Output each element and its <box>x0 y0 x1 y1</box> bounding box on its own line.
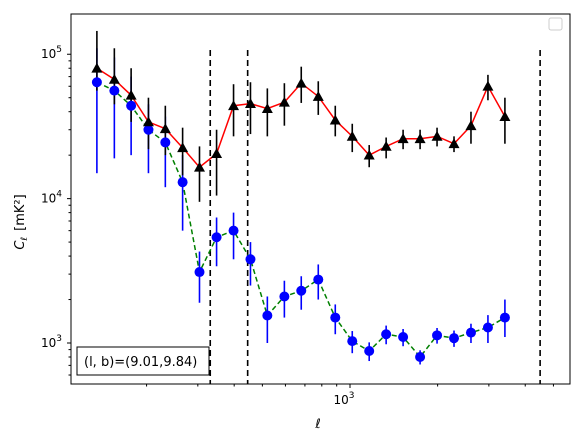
data-point <box>296 285 307 296</box>
data-point <box>364 346 375 357</box>
x-axis-label: ℓ <box>314 417 320 432</box>
data-point <box>465 120 477 131</box>
data-point <box>160 137 171 148</box>
x-tick-label: 103 <box>333 391 354 407</box>
data-point <box>415 351 426 362</box>
data-point <box>313 274 324 285</box>
data-point <box>244 98 256 109</box>
data-point <box>448 138 460 149</box>
data-point <box>194 267 205 278</box>
y-tick-label: 103 <box>41 334 62 350</box>
data-point <box>91 77 102 88</box>
data-point <box>261 103 273 114</box>
data-point <box>279 291 290 302</box>
data-point <box>228 100 240 111</box>
data-point <box>380 140 392 151</box>
y-axis-label: Cℓ[mK²] <box>13 194 30 249</box>
data-point <box>125 89 137 100</box>
data-point <box>381 329 392 340</box>
data-point <box>177 142 189 153</box>
data-point <box>108 73 120 84</box>
data-point <box>329 114 341 125</box>
data-point <box>211 232 222 243</box>
data-point <box>245 254 256 265</box>
data-point <box>330 312 341 323</box>
annotation-box <box>76 346 210 376</box>
data-point <box>228 225 239 236</box>
annotation-text: (l, b)=(9.01,9.84) <box>84 355 197 370</box>
data-point <box>109 85 120 96</box>
data-point <box>499 111 511 121</box>
data-point <box>126 100 137 111</box>
data-point <box>482 80 494 91</box>
data-point <box>295 77 307 88</box>
data-point <box>142 116 154 127</box>
data-point <box>211 148 223 159</box>
data-point <box>347 336 358 347</box>
y-tick-label: 105 <box>41 45 62 61</box>
data-point <box>432 330 443 341</box>
data-point <box>398 332 409 343</box>
data-point <box>397 133 409 144</box>
data-point <box>312 90 324 101</box>
data-point <box>414 133 426 144</box>
legend-box <box>548 17 563 31</box>
data-point <box>91 62 103 73</box>
data-point <box>482 322 493 333</box>
data-point <box>449 333 460 344</box>
data-point <box>346 130 358 141</box>
data-point <box>499 312 510 323</box>
data-point <box>363 149 375 160</box>
y-tick-label: 104 <box>41 190 62 206</box>
data-point <box>278 96 290 107</box>
data-point <box>177 177 188 188</box>
data-point <box>193 161 205 172</box>
data-point <box>143 124 154 135</box>
data-point <box>431 130 443 141</box>
data-point <box>465 327 476 338</box>
data-point <box>159 123 171 134</box>
data-point <box>262 310 273 321</box>
